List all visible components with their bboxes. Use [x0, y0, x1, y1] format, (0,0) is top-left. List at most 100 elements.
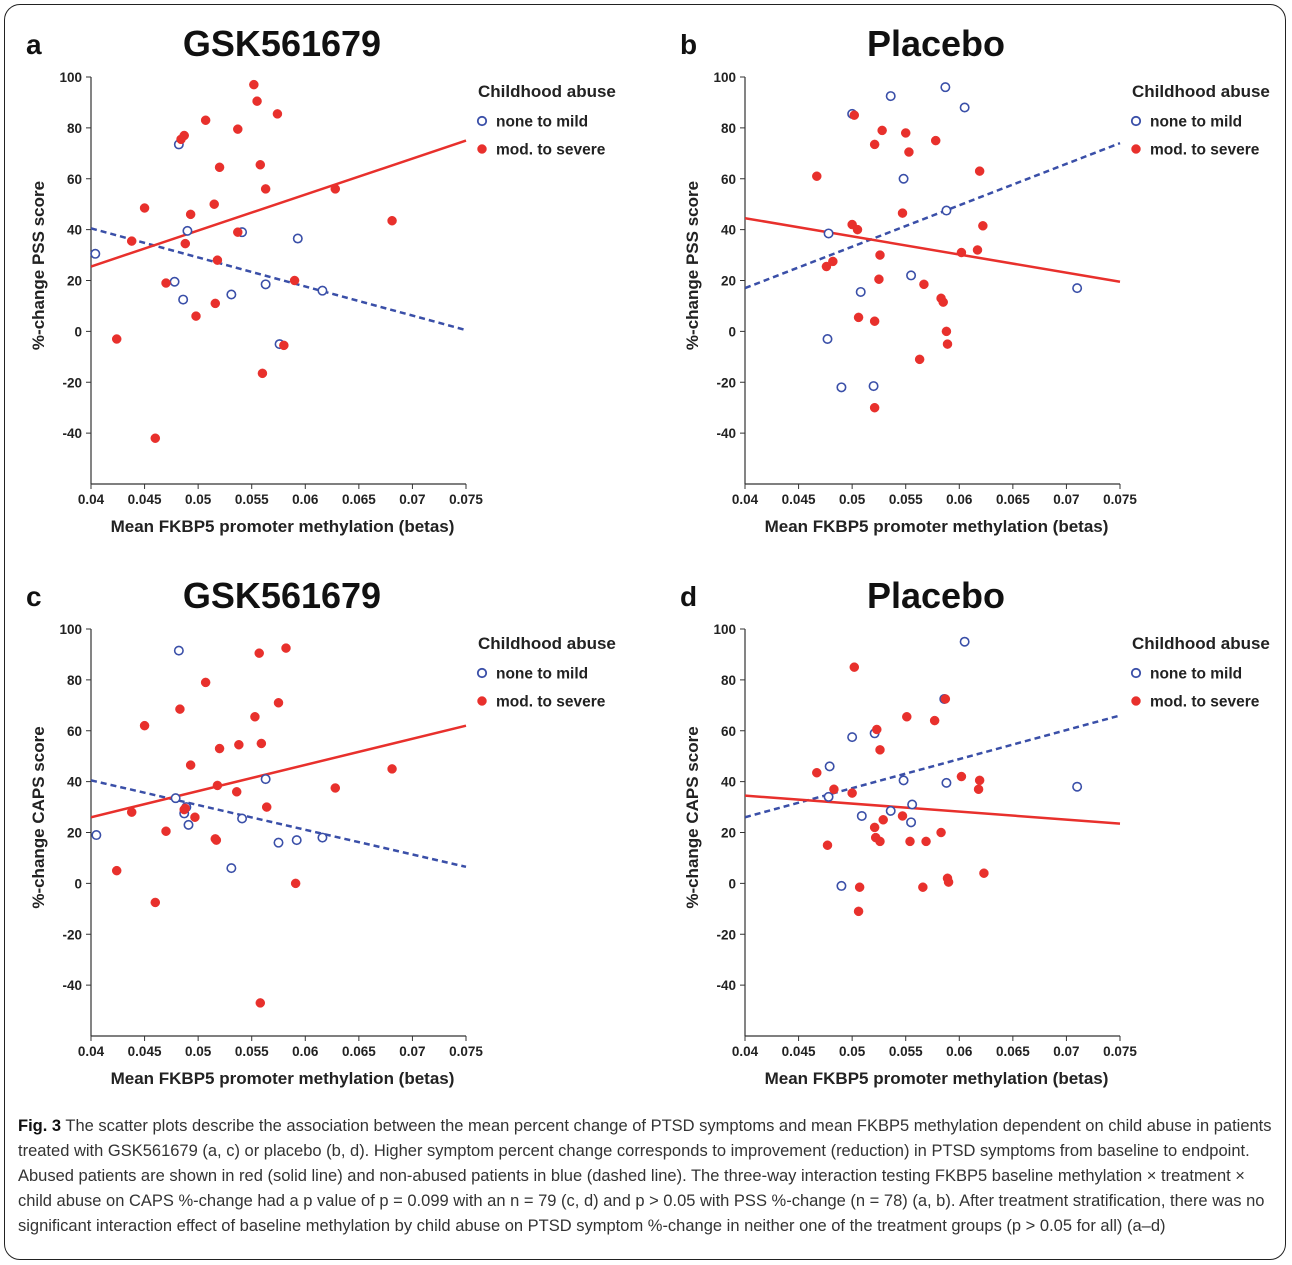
data-point-none-to-mild — [836, 880, 847, 891]
data-point-mod-to-severe — [821, 261, 832, 272]
data-point-mod-to-severe — [387, 764, 397, 774]
data-point-mod-to-severe — [929, 715, 940, 726]
y-tick-label: -20 — [62, 375, 82, 390]
scatter-panel-a: a GSK561679 100 80 60 40 20 0 -20 -40 0.04 0.045 0.0… — [0, 0, 640, 536]
legend-marker — [1131, 696, 1141, 706]
x-tick-label: 0.06 — [292, 492, 319, 507]
legend-entry-label: none to mild — [496, 666, 588, 683]
x-tick-label: 0.05 — [185, 1044, 212, 1059]
chart-title: Placebo — [867, 23, 1005, 64]
data-point-none-to-mild — [823, 228, 834, 239]
data-point-none-to-mild — [237, 813, 248, 824]
data-point-mod-to-severe — [974, 166, 985, 176]
data-point-none-to-mild — [885, 805, 896, 816]
x-tick-label: 0.045 — [782, 492, 816, 507]
data-point-mod-to-severe — [210, 298, 221, 309]
data-point-mod-to-severe — [869, 822, 880, 833]
data-point-mod-to-severe — [941, 326, 952, 337]
x-tick-label: 0.06 — [946, 1044, 973, 1059]
x-tick-label: 0.065 — [342, 1044, 376, 1059]
data-point-mod-to-severe — [875, 836, 885, 847]
data-point-mod-to-severe — [234, 739, 244, 750]
data-point-none-to-mild — [824, 761, 835, 772]
data-point-mod-to-severe — [126, 807, 137, 817]
data-point-none-to-mild — [260, 774, 271, 785]
fit-line-mod-to-severe — [745, 216, 1121, 284]
data-point-mod-to-severe — [897, 811, 908, 821]
y-tick-label: 40 — [67, 775, 82, 790]
caption-text: The scatter plots describe the associati… — [18, 1117, 1272, 1235]
data-point-none-to-mild — [169, 276, 180, 287]
data-point-mod-to-severe — [904, 147, 914, 157]
y-tick-label: 100 — [59, 622, 82, 637]
chart-title: GSK561679 — [183, 575, 381, 616]
data-point-mod-to-severe — [209, 199, 219, 209]
data-point-mod-to-severe — [852, 224, 863, 235]
data-point-mod-to-severe — [260, 184, 271, 194]
data-point-mod-to-severe — [812, 171, 822, 181]
data-point-mod-to-severe — [936, 827, 946, 838]
chart-title: GSK561679 — [183, 23, 381, 64]
data-point-mod-to-severe — [281, 643, 291, 653]
data-point-none-to-mild — [91, 830, 102, 841]
data-point-mod-to-severe — [978, 221, 988, 231]
x-tick-label: 0.045 — [782, 1044, 816, 1059]
data-point-mod-to-severe — [869, 402, 880, 413]
scatter-panel-d: d Placebo 100 80 60 40 20 0 -20 -40 0.04 0.045 0.05 0… — [654, 552, 1292, 1088]
data-point-mod-to-severe — [905, 836, 915, 847]
data-point-mod-to-severe — [974, 775, 985, 786]
data-point-mod-to-severe — [875, 745, 885, 755]
legend: Childhood abuse none to mild mod. to sever… — [1130, 634, 1270, 711]
x-tick-label: 0.075 — [449, 492, 483, 507]
x-tick-label: 0.065 — [996, 492, 1030, 507]
y-tick-label: 100 — [59, 70, 82, 85]
data-point-mod-to-severe — [111, 865, 122, 876]
data-point-mod-to-severe — [261, 802, 272, 812]
data-point-mod-to-severe — [179, 130, 189, 141]
data-point-mod-to-severe — [943, 877, 954, 887]
y-tick-label: 100 — [713, 70, 736, 85]
data-point-mod-to-severe — [254, 648, 264, 658]
legend: Childhood abuse none to mild mod. to sever… — [1130, 82, 1270, 159]
data-point-mod-to-severe — [869, 316, 880, 326]
x-tick-label: 0.075 — [1103, 492, 1137, 507]
data-point-none-to-mild — [941, 205, 952, 216]
data-point-mod-to-severe — [812, 767, 822, 778]
data-point-none-to-mild — [273, 837, 284, 848]
scatter-panel-b: b Placebo 100 80 60 40 20 0 -20 -40 0.04 0.045 0.05 0… — [654, 0, 1292, 536]
figure-frame — [4, 4, 1286, 1260]
y-tick-label: 60 — [67, 172, 82, 187]
data-point-mod-to-severe — [919, 279, 929, 290]
x-tick-label: 0.05 — [185, 492, 212, 507]
data-point-mod-to-severe — [854, 882, 865, 892]
x-tick-label: 0.07 — [1053, 492, 1079, 507]
data-point-mod-to-severe — [979, 868, 989, 878]
data-point-mod-to-severe — [972, 245, 983, 255]
scatter-panel-c: c GSK561679 100 80 60 40 20 0 -20 -40 0.04 0.045 0.0… — [0, 552, 640, 1088]
data-point-mod-to-severe — [200, 677, 211, 688]
data-point-mod-to-severe — [191, 311, 201, 321]
x-tick-label: 0.06 — [292, 1044, 319, 1059]
data-point-none-to-mild — [226, 289, 237, 300]
data-point-mod-to-severe — [279, 340, 289, 351]
data-point-mod-to-severe — [914, 354, 925, 365]
legend-marker — [1131, 144, 1141, 154]
y-tick-label: 20 — [721, 274, 736, 289]
data-point-none-to-mild — [847, 732, 858, 743]
x-tick-label: 0.055 — [889, 1044, 923, 1059]
y-tick-label: -20 — [62, 927, 82, 942]
data-point-mod-to-severe — [878, 815, 888, 825]
data-point-none-to-mild — [959, 636, 970, 647]
y-tick-label: 60 — [67, 724, 82, 739]
x-axis-label: Mean FKBP5 promoter methylation (betas) — [111, 1069, 455, 1088]
x-tick-label: 0.05 — [839, 1044, 866, 1059]
data-point-mod-to-severe — [180, 238, 191, 249]
data-point-mod-to-severe — [175, 704, 185, 714]
y-tick-label: 0 — [728, 876, 736, 891]
fit-line-none-to-mild — [745, 714, 1121, 819]
data-point-mod-to-severe — [956, 247, 967, 258]
data-point-mod-to-severe — [872, 724, 882, 735]
fit-line-none-to-mild — [745, 141, 1121, 290]
scatter-svg: c GSK561679 100 80 60 40 20 0 -20 -40 0.04 0.045 0.0… — [26, 575, 616, 1088]
panel-letter: c — [26, 581, 42, 612]
